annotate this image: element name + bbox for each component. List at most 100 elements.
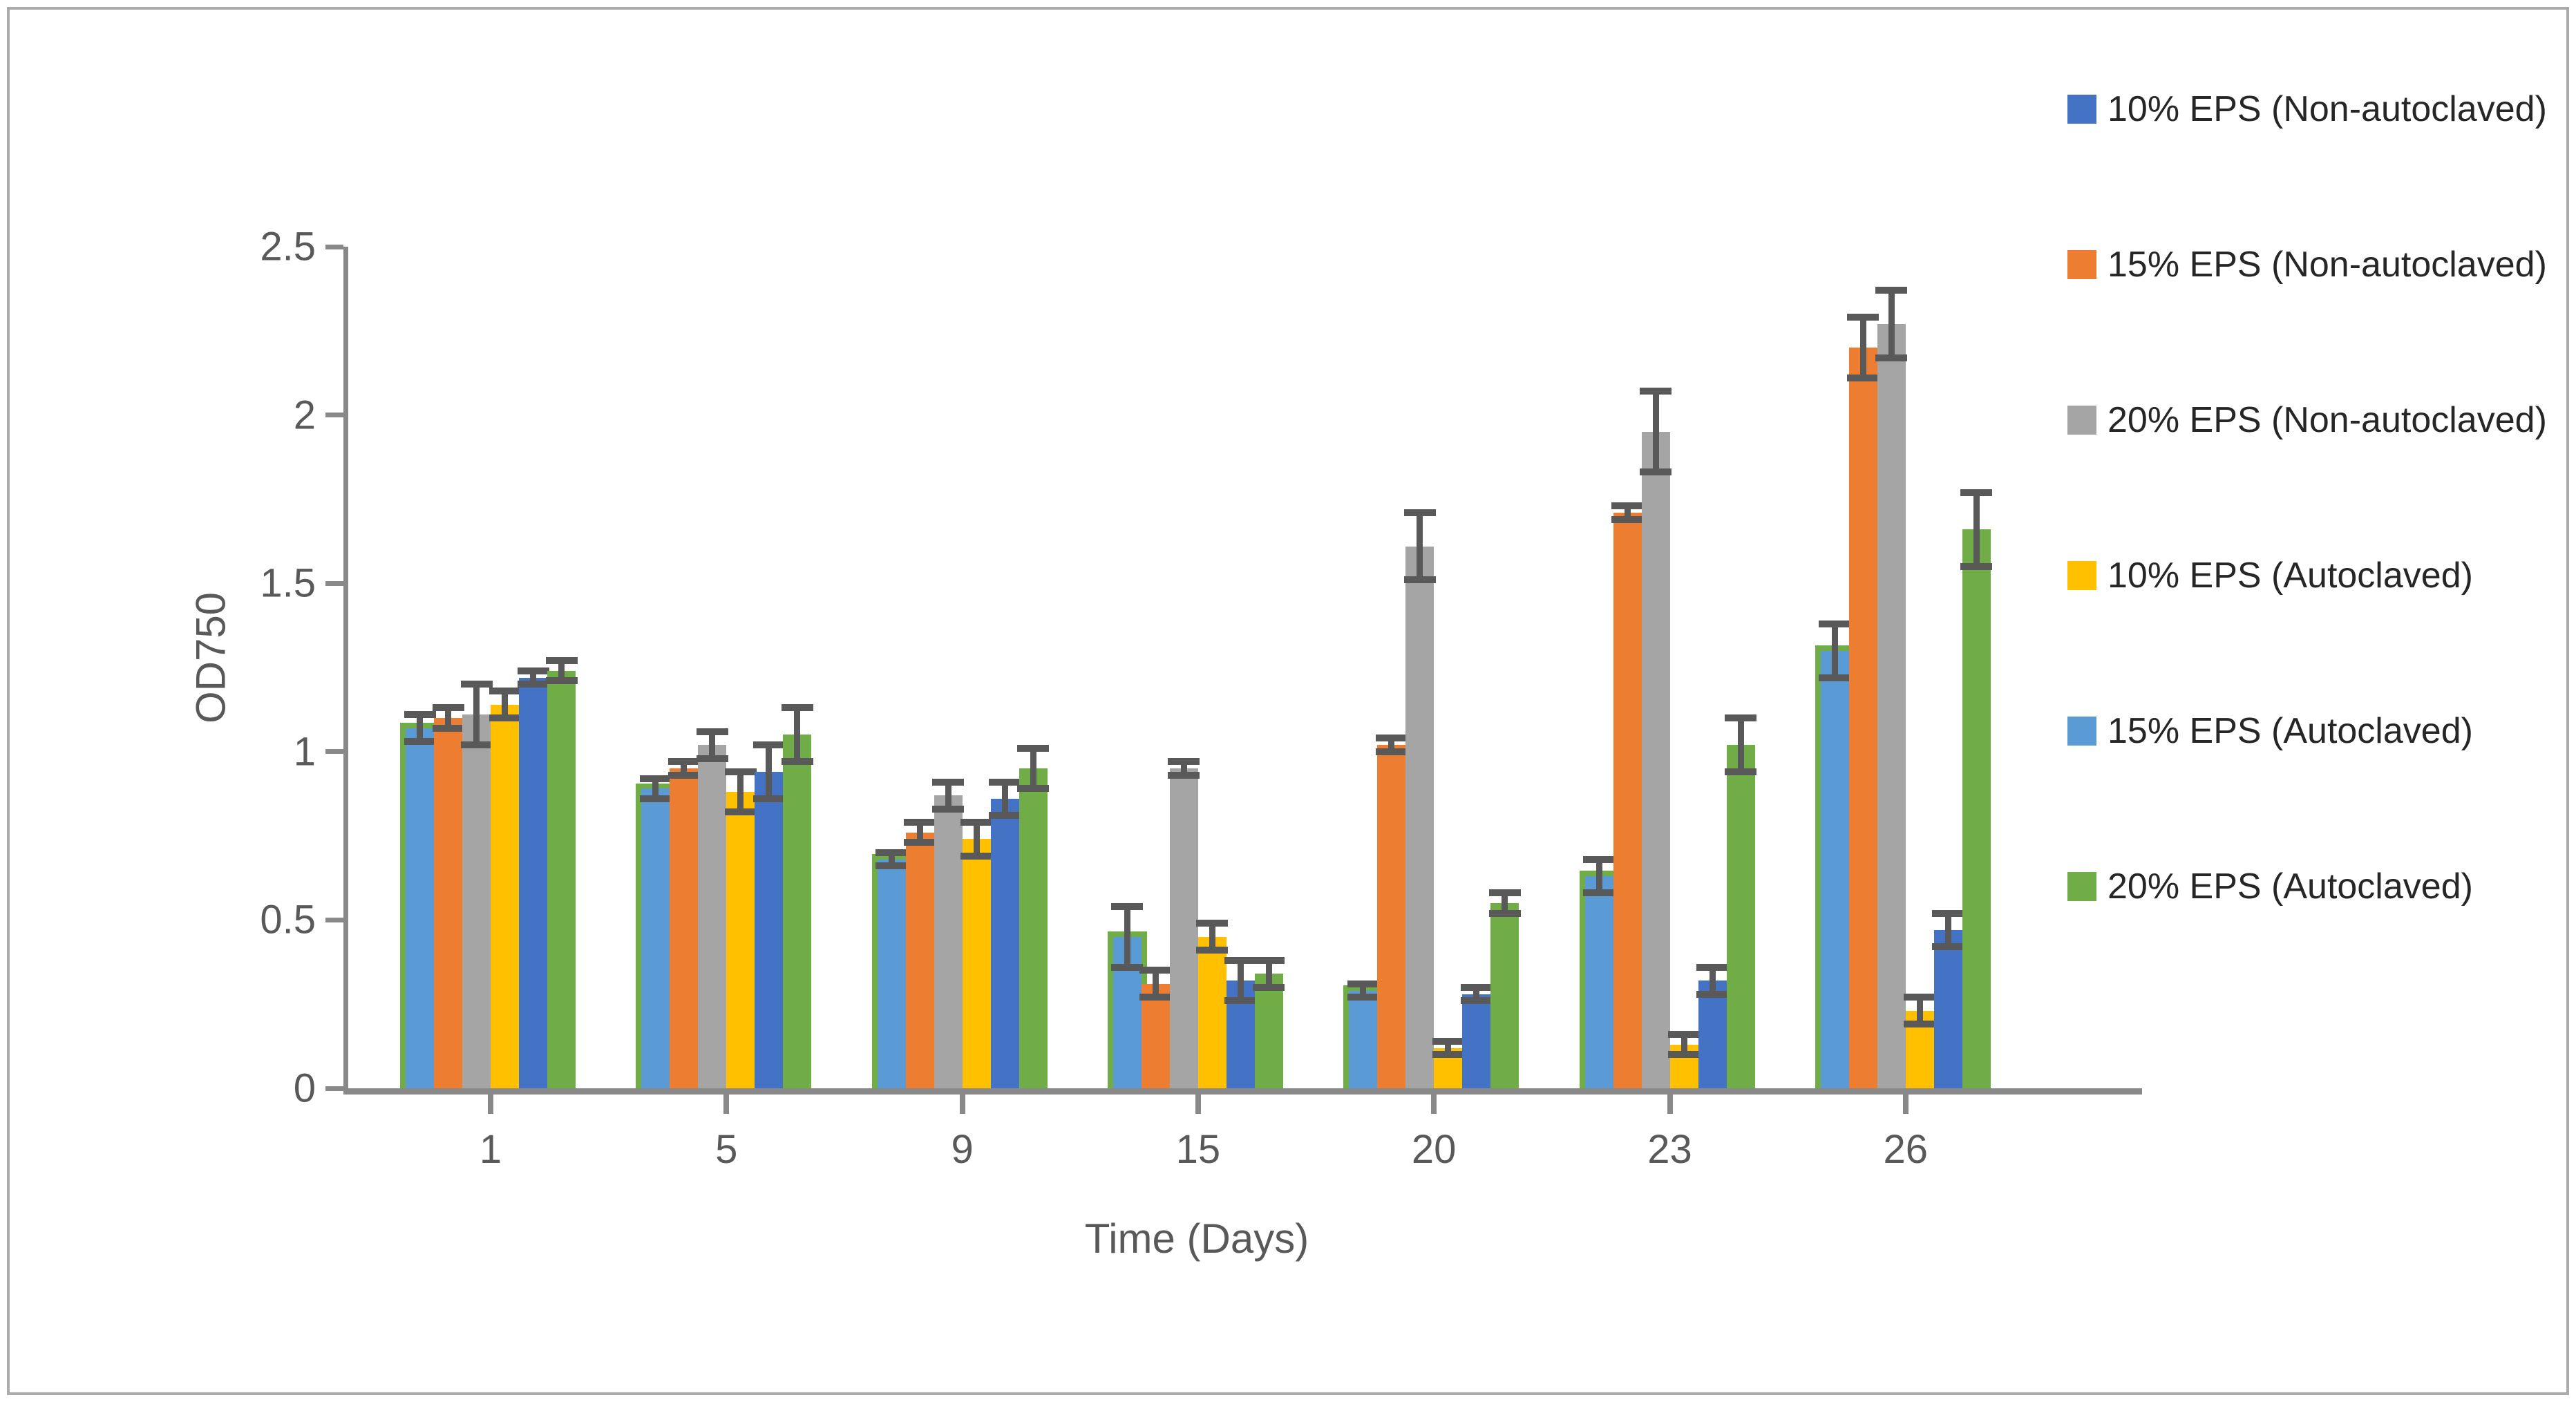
error-bar-cap-top: [932, 778, 965, 786]
y-tick-label: 0.5: [260, 897, 316, 942]
error-bar-line: [1502, 893, 1508, 913]
error-bar-cap-top: [1640, 388, 1671, 395]
error-bar-cap-bottom: [667, 771, 700, 779]
y-axis-title: OD750: [187, 591, 234, 724]
error-bar-cap-bottom: [1017, 785, 1050, 793]
bar: [462, 714, 491, 1088]
error-bar-cap-top: [1488, 889, 1521, 897]
error-bar-line: [1001, 781, 1008, 816]
error-bar-cap-top: [1253, 956, 1285, 964]
error-bar-cap-top: [1847, 314, 1879, 321]
error-bar-cap-top: [960, 819, 993, 826]
error-bar-cap-bottom: [1168, 771, 1200, 779]
error-bar-cap-bottom: [904, 839, 936, 846]
error-bar-line: [916, 822, 923, 843]
legend-item: 20% EPS (Non-autoclaved): [2067, 400, 2547, 440]
bar: [877, 859, 906, 1088]
error-bar-line: [1680, 1034, 1687, 1055]
error-bar-line: [1737, 718, 1744, 773]
x-tick-mark: [1431, 1095, 1437, 1114]
y-tick-mark: [325, 917, 343, 922]
error-bar-cap-bottom: [1583, 889, 1615, 897]
error-bar-cap-bottom: [1403, 576, 1436, 584]
legend-label: 10% EPS (Autoclaved): [2108, 556, 2473, 596]
bar: [1726, 745, 1755, 1088]
error-bar-cap-bottom: [1432, 1051, 1464, 1059]
error-bar-cap-bottom: [1460, 997, 1493, 1005]
error-bar-line: [1709, 967, 1716, 994]
legend-item: 15% EPS (Non-autoclaved): [2067, 245, 2547, 285]
legend-swatch: [2067, 95, 2096, 124]
error-bar-cap-top: [904, 819, 936, 826]
error-bar-line: [681, 761, 688, 775]
x-tick-label: 9: [951, 1127, 974, 1172]
legend-label: 20% EPS (Non-autoclaved): [2108, 400, 2547, 440]
bar: [1698, 981, 1727, 1088]
x-tick-mark: [1667, 1095, 1673, 1114]
error-bar-cap-bottom: [1932, 943, 1964, 951]
error-bar-cap-bottom: [1819, 674, 1851, 681]
error-bar-line: [1360, 983, 1367, 998]
error-bar-line: [558, 661, 565, 681]
bar: [905, 832, 934, 1088]
error-bar-line: [1944, 913, 1951, 947]
y-tick-label: 2: [293, 392, 316, 438]
x-tick-label: 26: [1883, 1127, 1929, 1172]
bar: [434, 718, 462, 1088]
error-bar-cap-bottom: [989, 812, 1021, 820]
bar: [670, 768, 699, 1088]
x-tick-mark: [1902, 1095, 1909, 1114]
bar: [1462, 994, 1491, 1088]
error-bar-cap-top: [1168, 758, 1200, 766]
x-tick-label: 20: [1411, 1127, 1457, 1172]
error-bar-cap-bottom: [932, 805, 965, 813]
error-bar-cap-bottom: [545, 677, 578, 685]
error-bar-cap-bottom: [752, 795, 785, 802]
x-tick-label: 1: [479, 1127, 502, 1172]
bar: [1019, 768, 1048, 1088]
error-bar-cap-bottom: [1611, 515, 1643, 523]
error-bar-line: [1624, 506, 1631, 520]
error-bar-cap-bottom: [696, 755, 728, 762]
error-bar-cap-bottom: [960, 852, 993, 860]
x-tick-mark: [723, 1095, 730, 1114]
bar: [1584, 876, 1613, 1088]
error-bar-cap-top: [1668, 1031, 1700, 1039]
error-bar-cap-top: [1224, 956, 1257, 964]
legend-item: 10% EPS (Non-autoclaved): [2067, 89, 2547, 129]
error-bar-line: [888, 852, 895, 866]
error-bar-line: [737, 772, 744, 813]
bar: [1349, 990, 1378, 1088]
error-bar-cap-top: [875, 849, 908, 856]
bar: [641, 788, 670, 1088]
error-bar-line: [652, 778, 659, 799]
error-bar-line: [1388, 738, 1395, 752]
error-bar-cap-top: [545, 657, 578, 665]
error-bar-line: [1652, 391, 1659, 473]
error-bar-line: [1859, 317, 1866, 378]
legend-swatch: [2067, 250, 2096, 279]
error-bar-cap-bottom: [1725, 768, 1756, 776]
error-bar-cap-top: [696, 728, 728, 735]
bar: [1169, 768, 1198, 1088]
bar: [962, 839, 991, 1088]
error-bar-line: [1888, 290, 1895, 358]
error-bar-cap-top: [781, 704, 813, 712]
bar: [547, 670, 576, 1088]
error-bar-cap-bottom: [1696, 990, 1728, 998]
error-bar-cap-top: [1960, 489, 1993, 496]
error-bar-line: [1265, 960, 1272, 987]
error-bar-cap-top: [724, 768, 757, 776]
error-bar-cap-top: [1111, 902, 1144, 910]
error-bar-cap-bottom: [1875, 354, 1908, 361]
y-tick-label: 1.5: [260, 560, 316, 606]
error-bar-cap-top: [404, 711, 436, 719]
y-tick-mark: [325, 749, 343, 755]
legend-swatch: [2067, 717, 2096, 746]
error-bar-cap-bottom: [1253, 983, 1285, 991]
error-bar-cap-top: [639, 775, 672, 782]
error-bar-line: [945, 781, 951, 809]
bar: [1613, 512, 1642, 1088]
x-tick-mark: [959, 1095, 965, 1114]
